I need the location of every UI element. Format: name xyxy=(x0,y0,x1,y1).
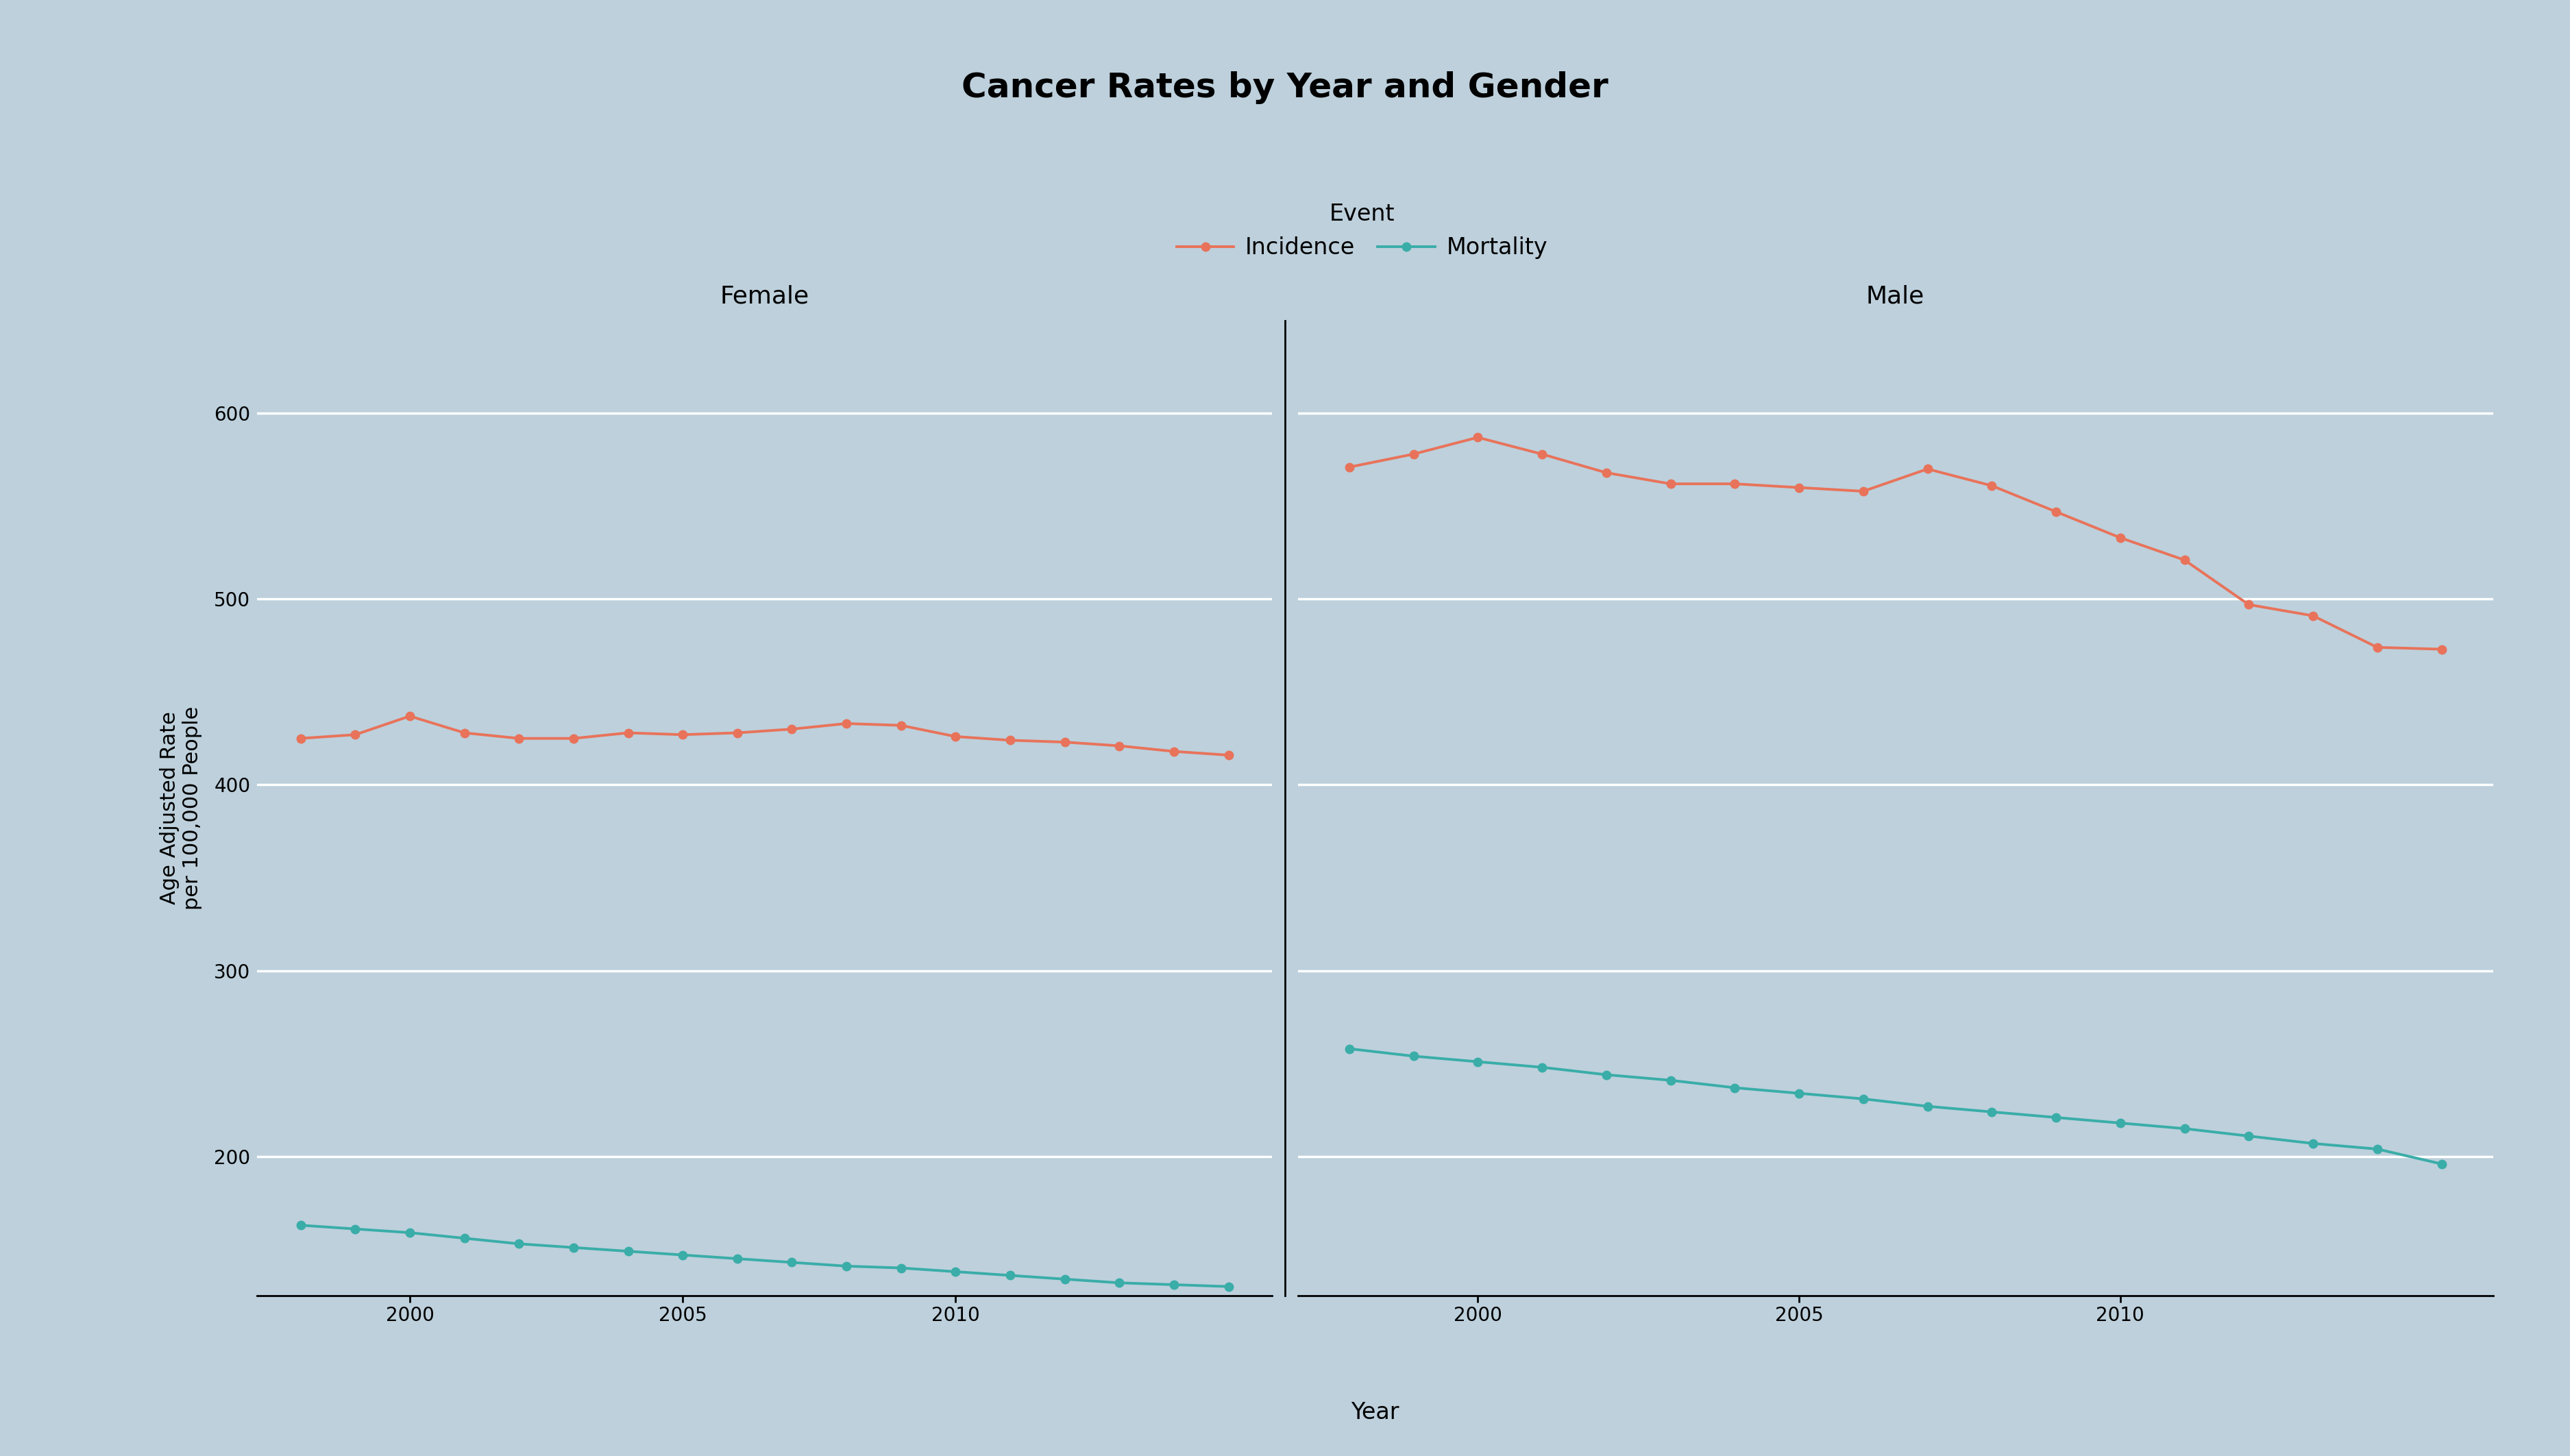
Text: Cancer Rates by Year and Gender: Cancer Rates by Year and Gender xyxy=(961,71,1609,103)
Title: Male: Male xyxy=(1866,285,1925,309)
Text: Year: Year xyxy=(1352,1401,1398,1424)
Title: Female: Female xyxy=(720,285,810,309)
Legend: Incidence, Mortality: Incidence, Mortality xyxy=(1167,194,1557,268)
Y-axis label: Age Adjusted Rate
per 100,000 People: Age Adjusted Rate per 100,000 People xyxy=(159,706,203,910)
